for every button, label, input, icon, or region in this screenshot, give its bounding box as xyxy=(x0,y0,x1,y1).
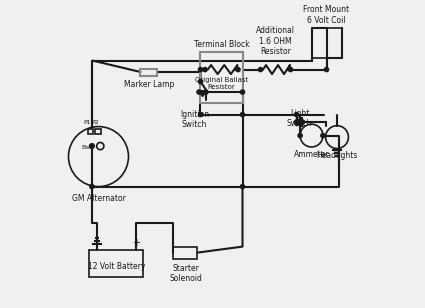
Text: +: + xyxy=(132,238,140,248)
Text: GM Alternator: GM Alternator xyxy=(71,194,125,203)
Circle shape xyxy=(295,112,299,117)
Bar xyxy=(88,129,93,134)
Text: Bat: Bat xyxy=(82,145,92,150)
Circle shape xyxy=(321,133,325,138)
Circle shape xyxy=(298,133,302,138)
Bar xyxy=(173,247,198,259)
Text: Original Ballast
Resistor: Original Ballast Resistor xyxy=(195,77,248,90)
Text: Headlights: Headlights xyxy=(316,152,358,160)
Circle shape xyxy=(198,67,203,72)
Polygon shape xyxy=(297,118,302,126)
Circle shape xyxy=(204,90,208,94)
Circle shape xyxy=(258,67,263,72)
Circle shape xyxy=(203,67,207,72)
Circle shape xyxy=(197,90,201,94)
Text: Ammeter: Ammeter xyxy=(294,150,329,159)
Polygon shape xyxy=(199,91,206,97)
Circle shape xyxy=(90,184,94,189)
Text: Ignition
Switch: Ignition Switch xyxy=(180,110,209,129)
Bar xyxy=(90,249,144,277)
Circle shape xyxy=(289,67,293,72)
Circle shape xyxy=(241,90,245,94)
Text: Additional
1.6 OHM
Resistor: Additional 1.6 OHM Resistor xyxy=(256,26,295,56)
Bar xyxy=(96,129,101,134)
Bar xyxy=(201,51,243,103)
Circle shape xyxy=(236,67,240,72)
Text: Light
Switch: Light Switch xyxy=(287,109,312,128)
Text: Marker Lamp: Marker Lamp xyxy=(124,80,174,89)
Circle shape xyxy=(295,120,299,124)
Circle shape xyxy=(300,120,305,124)
Circle shape xyxy=(241,184,245,189)
Text: -: - xyxy=(95,238,99,248)
Bar xyxy=(312,27,342,58)
Circle shape xyxy=(90,144,94,148)
Text: Starter
Solenoid: Starter Solenoid xyxy=(169,264,202,283)
Circle shape xyxy=(324,67,329,72)
Circle shape xyxy=(198,79,203,84)
Text: 12 Volt Battery: 12 Volt Battery xyxy=(88,261,145,271)
Text: Front Mount
6 Volt Coil: Front Mount 6 Volt Coil xyxy=(303,5,350,25)
Text: Terminal Block: Terminal Block xyxy=(194,39,249,49)
Circle shape xyxy=(241,112,245,117)
Text: P2: P2 xyxy=(91,120,99,125)
Circle shape xyxy=(198,112,203,117)
Text: P1: P1 xyxy=(83,120,91,125)
